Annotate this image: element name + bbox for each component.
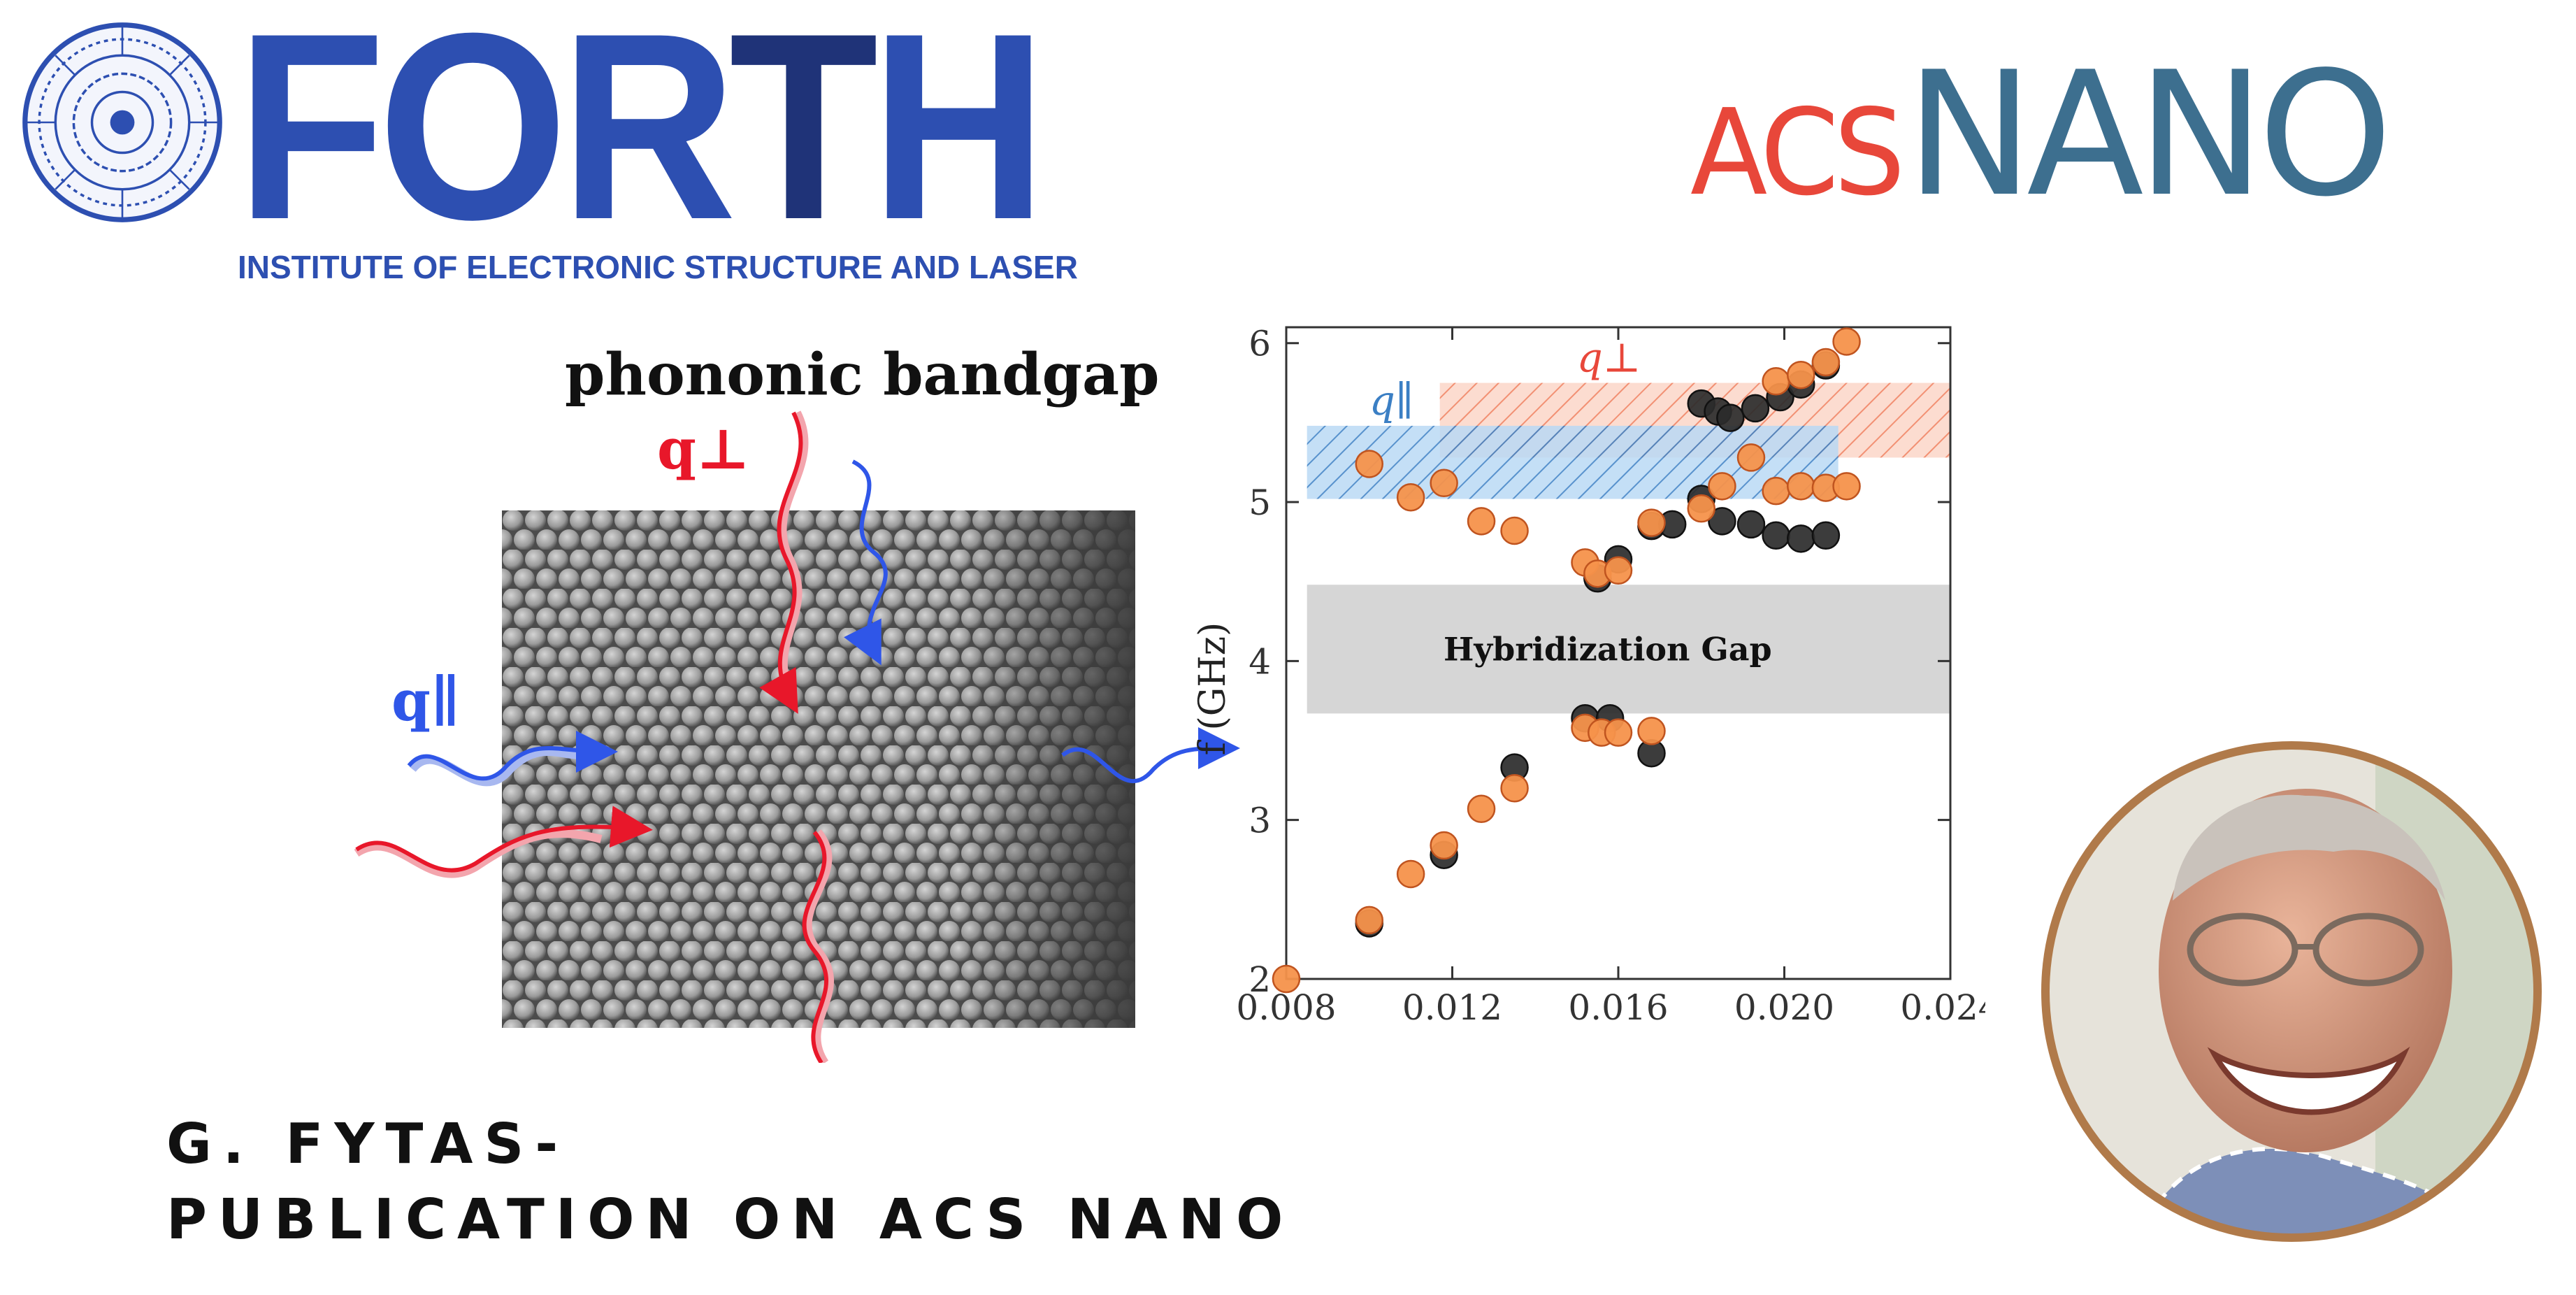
data-point-dark: [1762, 521, 1790, 550]
chart-band-label-2: Hybridization Gap: [1444, 630, 1772, 668]
data-point-orange: [1787, 360, 1815, 389]
data-point-orange: [1762, 367, 1790, 396]
data-point-orange: [1396, 482, 1425, 512]
caption-line-author: G. FYTAS-: [166, 1112, 570, 1176]
x-tick-label: 0.020: [1734, 987, 1834, 1028]
chart-band-label-0: q⊥: [1577, 334, 1641, 382]
data-point-orange: [1832, 327, 1861, 356]
q-par-label: q∥: [391, 668, 460, 734]
phonon-wave-arrows: q⊥ q∥: [354, 410, 1240, 1063]
forth-letter-h: H: [870, 0, 1047, 275]
data-point-orange: [1355, 906, 1383, 935]
forth-letter-o: O: [377, 0, 568, 275]
y-tick-label: 4: [1249, 641, 1271, 682]
chart-band-2: [1307, 585, 1950, 714]
dispersion-chart: q⊥ q∥ Hybridization Gap 0.008 0.012 0.016 0.0…: [1192, 324, 1985, 1028]
data-point-dark: [1708, 507, 1736, 536]
y-tick-label: 5: [1249, 482, 1271, 523]
data-point-orange: [1604, 718, 1633, 747]
colloidal-crystal-sem-image: [502, 510, 1135, 1028]
data-point-dark: [1741, 394, 1770, 423]
data-point-dark: [1811, 521, 1841, 550]
forth-letter-t: T: [728, 0, 879, 275]
data-point-orange: [1604, 556, 1633, 585]
q-par-wave-left: [407, 730, 618, 781]
forth-logo-wordmark: FORTH: [236, 0, 1047, 259]
x-tick-label: 0.024: [1900, 987, 1985, 1028]
caption: G. FYTAS- PUBLICATION ON ACS NANO: [166, 1106, 1294, 1257]
data-point-orange: [1687, 494, 1715, 523]
q-perp-wave-top: [778, 410, 809, 701]
forth-letter-r: R: [560, 0, 737, 275]
y-tick-label: 6: [1249, 324, 1271, 364]
acs-nano-logo: ACSNANO: [1685, 35, 2393, 234]
data-point-orange: [1396, 859, 1425, 889]
q-par-wave-top: [844, 459, 888, 666]
person-portrait-photo: [2040, 740, 2543, 1243]
data-point-dark: [1736, 510, 1766, 539]
chart-band-label-1: q∥: [1369, 377, 1414, 424]
x-tick-label: 0.008: [1236, 987, 1336, 1028]
q-perp-wave-bottom: [802, 831, 829, 1063]
acs-logo-prefix: ACS: [1690, 84, 1906, 222]
data-point-orange: [1430, 831, 1458, 860]
data-point-orange: [1736, 443, 1766, 472]
x-tick-label: 0.012: [1402, 987, 1502, 1028]
forth-logo-subtitle: INSTITUTE OF ELECTRONIC STRUCTURE AND LA…: [238, 249, 1078, 285]
q-perp-label: q⊥: [657, 416, 750, 482]
data-point-orange: [1500, 773, 1529, 803]
data-point-orange: [1467, 507, 1496, 536]
data-point-orange: [1787, 472, 1815, 501]
forth-letter-f: F: [236, 0, 386, 275]
data-point-orange: [1430, 468, 1458, 498]
data-point-orange: [1832, 472, 1861, 501]
data-point-orange: [1500, 516, 1529, 545]
phaistos-disc-seal-icon: [21, 21, 224, 224]
figure-title: phononic bandgap: [565, 341, 1160, 408]
data-point-orange: [1637, 508, 1666, 537]
data-point-dark: [1716, 403, 1745, 432]
data-point-orange: [1762, 476, 1790, 506]
data-point-orange: [1467, 794, 1496, 824]
data-point-orange: [1811, 348, 1841, 377]
chart-ylabel: f (GHz): [1192, 622, 1234, 756]
data-point-orange: [1637, 717, 1666, 745]
y-tick-label: 2: [1249, 959, 1271, 1000]
data-point-orange: [1355, 450, 1383, 478]
y-tick-label: 3: [1249, 801, 1271, 841]
data-point-orange: [1272, 964, 1301, 994]
q-perp-wave-left: [355, 806, 653, 873]
acs-logo-name: NANO: [1905, 35, 2393, 234]
caption-line-publication: PUBLICATION ON ACS NANO: [166, 1187, 1295, 1252]
q-par-wave-right: [1061, 727, 1240, 783]
data-point-dark: [1787, 524, 1815, 553]
data-point-orange: [1708, 472, 1736, 501]
x-tick-label: 0.016: [1568, 987, 1668, 1028]
